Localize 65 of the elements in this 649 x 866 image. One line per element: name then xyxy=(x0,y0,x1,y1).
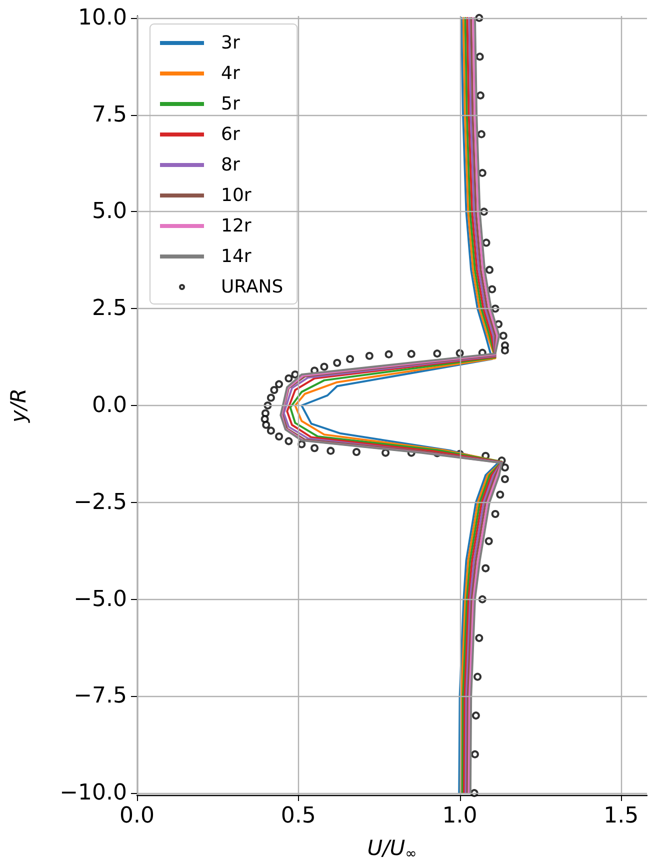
x-tick-label: 1.0 xyxy=(442,804,478,828)
x-tick-label: 0.0 xyxy=(120,804,154,828)
point xyxy=(496,490,504,499)
point xyxy=(472,712,480,720)
point xyxy=(491,510,500,518)
point xyxy=(320,362,328,371)
x-tick-label: 0.5 xyxy=(280,804,316,828)
x-tick-label: 1.5 xyxy=(604,804,639,828)
point xyxy=(270,386,278,394)
point xyxy=(266,394,275,402)
point xyxy=(476,52,484,61)
point xyxy=(475,634,484,642)
point xyxy=(346,354,354,363)
point xyxy=(365,352,374,360)
point xyxy=(482,564,490,572)
y-axis-title: y/R xyxy=(6,388,30,424)
point xyxy=(382,448,390,457)
point xyxy=(266,426,275,435)
point xyxy=(407,350,416,358)
point xyxy=(500,346,509,354)
point xyxy=(284,374,293,382)
point xyxy=(275,380,284,388)
point xyxy=(485,266,494,274)
point xyxy=(476,91,484,100)
y-tick-label: 10.0 xyxy=(78,5,127,30)
legend-label: 4r xyxy=(221,63,240,84)
point xyxy=(484,537,493,546)
legend-label: 5r xyxy=(221,94,240,114)
y-tick-label: −7.5 xyxy=(74,684,127,709)
legend-label: 10r xyxy=(221,185,252,206)
y-tick-label: −5.0 xyxy=(74,586,127,612)
legend-label: 6r xyxy=(221,124,240,145)
legend-label: 14r xyxy=(221,246,252,267)
point xyxy=(384,350,393,358)
point xyxy=(477,130,486,138)
point xyxy=(291,370,300,378)
y-tick-label: 5.0 xyxy=(92,199,127,224)
legend-label: 3r xyxy=(221,32,240,54)
y-tick-label: −2.5 xyxy=(74,490,127,515)
y-tick-label: 7.5 xyxy=(92,102,127,128)
point xyxy=(333,358,342,367)
point xyxy=(499,332,508,340)
point xyxy=(275,432,284,441)
legend-label: 8r xyxy=(221,154,240,176)
point xyxy=(310,444,319,452)
point xyxy=(478,595,486,604)
point xyxy=(260,415,269,424)
point xyxy=(262,420,270,429)
x-axis-title: U/U∞ xyxy=(367,836,417,862)
legend-label: URANS xyxy=(221,276,284,298)
point xyxy=(500,475,509,484)
point xyxy=(478,168,486,177)
y-tick-label: −10.0 xyxy=(60,780,127,806)
point xyxy=(352,448,360,456)
point xyxy=(482,238,490,247)
y-tick-label: 0.0 xyxy=(92,393,127,418)
point xyxy=(284,437,293,446)
point xyxy=(470,750,479,758)
point xyxy=(474,672,482,681)
legend-label: 12r xyxy=(221,216,252,236)
point xyxy=(488,285,496,294)
y-tick-label: 2.5 xyxy=(92,296,127,322)
point xyxy=(433,350,442,358)
point xyxy=(500,464,509,472)
point xyxy=(326,446,335,455)
